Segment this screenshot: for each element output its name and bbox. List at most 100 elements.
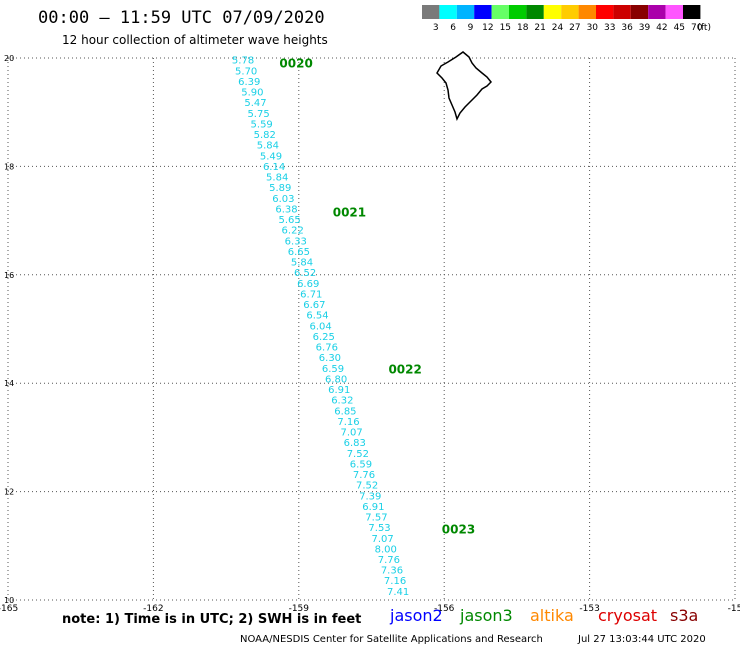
lat-tick-label: 14: [4, 379, 14, 388]
footer-note: note: 1) Time is in UTC; 2) SWH is in fe…: [62, 612, 362, 627]
legend-swatch: [456, 5, 475, 19]
wave-height-value: 6.52: [294, 268, 316, 279]
wave-height-value: 5.49: [260, 151, 282, 162]
legend-swatch: [630, 5, 649, 19]
legend-label: 36: [621, 23, 633, 33]
legend-swatch: [665, 5, 683, 19]
wave-height-value: 6.91: [328, 385, 350, 396]
wave-height-value: 5.84: [266, 173, 288, 184]
track-time-labels: 0020 0021 0022 0023: [279, 56, 475, 536]
wave-height-value: 7.76: [353, 470, 375, 481]
legend-swatch: [683, 5, 701, 19]
wave-height-value: 7.16: [384, 576, 406, 587]
wave-height-value: 6.22: [282, 226, 304, 237]
legend-swatch: [578, 5, 596, 19]
wave-height-value: 6.04: [309, 321, 331, 332]
legend-unit: (ft): [697, 23, 711, 33]
wave-height-value: 6.85: [334, 406, 356, 417]
satellite-track: 5.785.706.395.905.475.755.595.825.845.49…: [232, 56, 409, 598]
legend-swatch: [613, 5, 631, 19]
legend-label: 3: [433, 23, 439, 33]
satellite-altika: altika: [530, 606, 574, 625]
hawaii-island-outline: [436, 51, 493, 122]
wave-height-value: 6.59: [350, 459, 372, 470]
lon-tick-label: -156: [434, 604, 455, 614]
wave-height-value: 6.38: [275, 204, 297, 215]
legend-label: 30: [587, 23, 599, 33]
legend-label: 70: [691, 23, 703, 33]
wave-height-value: 5.89: [269, 183, 291, 194]
wave-height-value: 6.59: [322, 364, 344, 375]
legend-label: 9: [468, 23, 474, 33]
legend-swatch: [543, 5, 562, 19]
legend-swatch: [561, 5, 579, 19]
wave-height-value: 5.90: [241, 88, 263, 99]
legend-label: 27: [569, 23, 580, 33]
wave-height-value: 6.69: [297, 279, 319, 290]
page-title: 00:00 – 11:59 UTC 07/09/2020: [38, 8, 325, 28]
wave-height-value: 6.65: [288, 247, 310, 258]
page-subtitle: 12 hour collection of altimeter wave hei…: [62, 33, 328, 47]
legend-label: 6: [450, 23, 456, 33]
wave-height-value: 6.03: [272, 194, 294, 205]
legend-swatch: [422, 5, 440, 19]
wave-height-value: 6.71: [300, 289, 322, 300]
wave-height-value: 7.53: [368, 523, 390, 534]
wave-height-value: 7.07: [372, 534, 394, 545]
legend-label: 45: [674, 23, 685, 33]
satellite-cryosat: cryosat: [598, 606, 658, 625]
lat-tick-label: 18: [4, 162, 14, 171]
wave-height-value: 7.07: [340, 428, 362, 439]
wave-height-value: 6.14: [263, 162, 285, 173]
legend-swatch: [439, 5, 457, 19]
wave-height-value: 7.52: [347, 449, 369, 460]
wave-height-value: 5.65: [278, 215, 300, 226]
lat-tick-label: 12: [4, 488, 14, 497]
wave-height-value: 7.52: [356, 481, 378, 492]
legend-label: 18: [517, 23, 529, 33]
legend-label: 21: [534, 23, 545, 33]
legend-label: 39: [639, 23, 651, 33]
wave-height-value: 7.16: [337, 417, 359, 428]
wave-height-value: 7.57: [365, 513, 387, 524]
wave-height-value: 6.39: [238, 77, 260, 88]
wave-height-value: 5.59: [251, 119, 273, 130]
wave-height-value: 5.84: [291, 258, 313, 269]
wave-height-value: 6.54: [306, 311, 328, 322]
satellite-jason3: jason3: [460, 606, 513, 625]
map-axes: -165 -162 -159 -156 -153 -15 10 12 14 16 18 20: [0, 54, 740, 614]
time-label: 0023: [442, 523, 475, 537]
wave-height-value: 8.00: [375, 544, 397, 555]
time-label: 0020: [279, 56, 312, 70]
legend-label: 33: [604, 23, 615, 33]
wave-height-value: 7.36: [381, 566, 403, 577]
legend-swatch: [526, 5, 544, 19]
legend-swatch: [648, 5, 666, 19]
legend-swatch: [596, 5, 614, 19]
legend-label: 42: [656, 23, 667, 33]
wave-height-value: 6.32: [331, 396, 353, 407]
credit-text: NOAA/NESDIS Center for Satellite Applica…: [240, 634, 543, 645]
legend-label: 24: [552, 23, 564, 33]
color-legend: 3 6 9 12 15 18 21 24 27 30 33 36 39 42 45 70(ft): [422, 5, 711, 33]
lon-tick-label: -162: [143, 604, 163, 614]
time-label: 0021: [333, 205, 366, 219]
legend-label: 15: [500, 23, 511, 33]
wave-height-value: 6.80: [325, 374, 347, 385]
lon-tick-label: -159: [289, 604, 310, 614]
wave-height-value: 7.39: [359, 491, 381, 502]
wave-height-value: 5.82: [254, 130, 276, 141]
legend-swatch: [474, 5, 492, 19]
wave-height-value: 5.70: [235, 66, 257, 77]
wave-height-value: 6.91: [362, 502, 384, 513]
wave-height-value: 5.84: [257, 141, 279, 152]
wave-height-value: 6.30: [319, 353, 341, 364]
legend-label: 12: [482, 23, 493, 33]
lon-tick-label: -15: [728, 604, 740, 614]
wave-height-value: 6.76: [316, 343, 338, 354]
legend-swatch: [509, 5, 527, 19]
wave-height-value: 6.67: [303, 300, 325, 311]
time-label: 0022: [388, 363, 421, 377]
wave-height-value: 7.41: [387, 587, 409, 598]
